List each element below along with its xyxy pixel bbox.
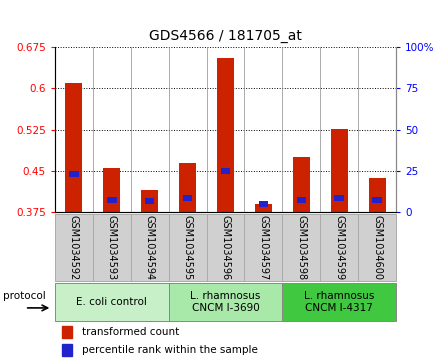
Bar xyxy=(297,197,306,203)
Text: L. rhamnosus
CNCM I-3690: L. rhamnosus CNCM I-3690 xyxy=(191,291,260,313)
FancyBboxPatch shape xyxy=(282,283,396,321)
Text: GSM1034599: GSM1034599 xyxy=(334,215,344,280)
Text: L. rhamnosus
CNCM I-4317: L. rhamnosus CNCM I-4317 xyxy=(304,291,374,313)
Bar xyxy=(141,190,158,212)
Bar xyxy=(259,201,268,207)
Text: GSM1034593: GSM1034593 xyxy=(107,215,117,280)
Bar xyxy=(62,326,72,338)
Bar xyxy=(183,195,192,201)
Bar xyxy=(372,197,382,203)
FancyBboxPatch shape xyxy=(358,214,396,281)
Text: GSM1034597: GSM1034597 xyxy=(258,215,268,280)
Text: transformed count: transformed count xyxy=(82,327,180,337)
FancyBboxPatch shape xyxy=(169,214,206,281)
Bar xyxy=(217,58,234,212)
FancyBboxPatch shape xyxy=(169,283,282,321)
FancyBboxPatch shape xyxy=(93,214,131,281)
FancyBboxPatch shape xyxy=(282,214,320,281)
FancyBboxPatch shape xyxy=(55,214,93,281)
Text: GSM1034598: GSM1034598 xyxy=(296,215,306,280)
FancyBboxPatch shape xyxy=(55,283,169,321)
Text: E. coli control: E. coli control xyxy=(77,297,147,307)
Bar xyxy=(69,171,79,176)
Bar xyxy=(255,204,272,212)
Text: GSM1034596: GSM1034596 xyxy=(220,215,231,280)
Text: GSM1034594: GSM1034594 xyxy=(145,215,155,280)
Bar xyxy=(221,168,230,174)
Text: percentile rank within the sample: percentile rank within the sample xyxy=(82,345,258,355)
Bar xyxy=(66,83,82,212)
Bar xyxy=(62,344,72,356)
Bar xyxy=(330,129,348,212)
Bar xyxy=(145,198,154,204)
FancyBboxPatch shape xyxy=(245,214,282,281)
Text: protocol: protocol xyxy=(3,291,45,302)
Text: GSM1034595: GSM1034595 xyxy=(183,215,193,280)
Bar xyxy=(107,197,117,203)
Title: GDS4566 / 181705_at: GDS4566 / 181705_at xyxy=(149,29,302,44)
Text: GSM1034600: GSM1034600 xyxy=(372,215,382,280)
FancyBboxPatch shape xyxy=(131,214,169,281)
Bar xyxy=(334,195,344,201)
Bar xyxy=(103,168,121,212)
Bar xyxy=(179,163,196,212)
FancyBboxPatch shape xyxy=(206,214,245,281)
Bar xyxy=(369,178,385,212)
Text: GSM1034592: GSM1034592 xyxy=(69,215,79,280)
Bar xyxy=(293,157,310,212)
FancyBboxPatch shape xyxy=(320,214,358,281)
